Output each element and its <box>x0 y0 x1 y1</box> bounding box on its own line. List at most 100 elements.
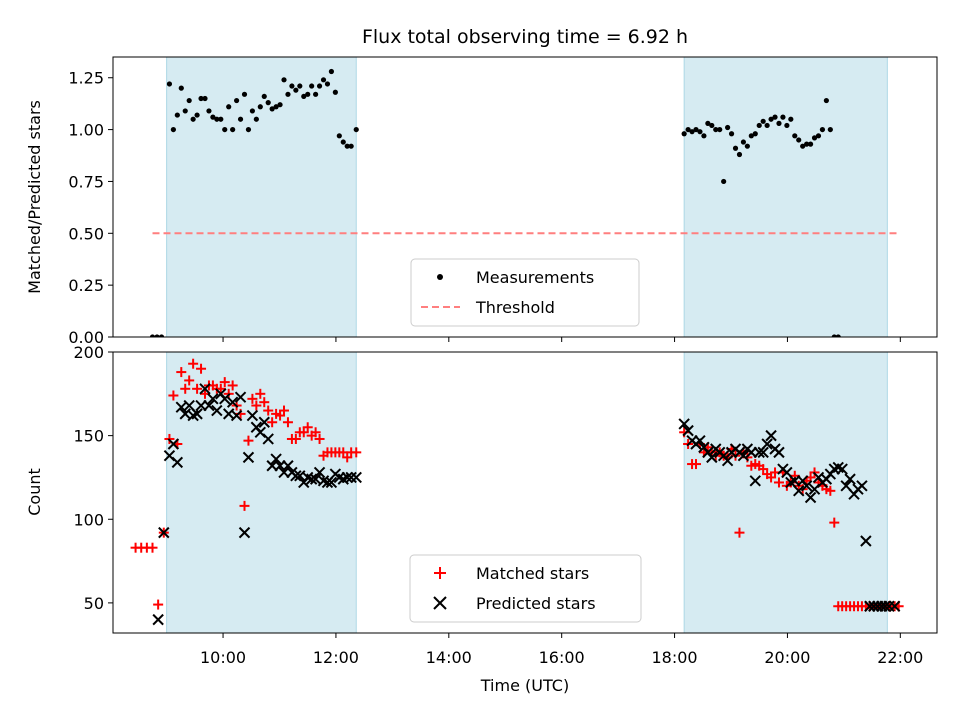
matched-point <box>314 433 325 444</box>
predicted-point <box>804 491 817 504</box>
measurement-point <box>265 100 271 106</box>
predicted-point <box>152 613 164 626</box>
measurement-point <box>804 141 810 147</box>
measurement-point <box>752 131 758 137</box>
top-y-axis-label: Matched/Predicted stars <box>25 100 44 294</box>
predicted-point <box>757 446 769 459</box>
x-tick-label: 16:00 <box>539 648 585 667</box>
predicted-point <box>737 449 750 462</box>
legend-measurements-label: Measurements <box>476 268 594 287</box>
predicted-point <box>270 453 282 465</box>
predicted-point <box>191 408 203 420</box>
predicted-point <box>258 416 270 428</box>
predicted-point <box>242 451 255 464</box>
measurement-point <box>827 126 833 133</box>
measurement-point <box>158 334 165 337</box>
matched-point <box>290 433 301 444</box>
predicted-point <box>219 393 231 405</box>
measurement-point <box>285 91 291 97</box>
bottom-y-axis-label: Count <box>25 468 44 516</box>
x-tick-label: 10:00 <box>200 648 246 667</box>
measurement-point <box>277 102 283 108</box>
measurement-point <box>249 108 256 114</box>
measurement-point <box>309 83 315 89</box>
measurement-point <box>717 126 723 133</box>
legend-top: Measurements Threshold <box>410 258 640 327</box>
matched-point <box>168 390 179 401</box>
top-y-tick-label: 1.00 <box>68 121 104 140</box>
matched-point <box>302 422 313 433</box>
measurement-point <box>149 334 156 337</box>
matched-point <box>351 447 362 458</box>
measurement-point <box>316 83 323 89</box>
bottom-y-tick-label: 150 <box>73 427 104 446</box>
measurement-point <box>241 91 248 97</box>
top-panel: 0.00 0.25 0.50 0.75 1.00 1.25 <box>68 56 938 347</box>
measurement-point <box>756 122 762 129</box>
predicted-point <box>246 409 259 422</box>
measurement-point <box>178 85 184 91</box>
x-tick-label: 22:00 <box>877 648 923 667</box>
top-y-tick-label: 0.75 <box>68 172 104 191</box>
measurement-point <box>234 97 240 104</box>
matched-point <box>259 397 270 408</box>
matched-point <box>176 367 187 378</box>
measurement-point <box>693 126 699 133</box>
predicted-point <box>282 460 294 472</box>
legend-matched-marker <box>434 567 446 579</box>
measurement-point <box>681 131 687 137</box>
measurement-point <box>230 126 236 133</box>
measurement-point <box>768 116 774 122</box>
legend-top-frame <box>410 258 640 327</box>
predicted-point <box>761 438 773 450</box>
measurement-point <box>245 126 252 133</box>
measurement-point <box>174 112 180 118</box>
measurement-point <box>324 81 331 87</box>
measurement-point <box>190 116 196 122</box>
matched-point <box>243 435 254 446</box>
top-y-tick-label: 0.50 <box>68 224 104 243</box>
predicted-point <box>313 466 326 479</box>
top-axes-frame <box>112 56 938 338</box>
predicted-point <box>860 535 872 547</box>
matched-point <box>691 459 702 470</box>
measurement-point <box>222 126 228 133</box>
measurement-point <box>293 87 299 93</box>
matched-point <box>263 405 274 416</box>
predicted-point <box>836 463 848 475</box>
measurement-point <box>328 68 335 75</box>
matched-point <box>310 427 321 438</box>
legend-predicted-label: Predicted stars <box>476 594 596 613</box>
matched-point <box>247 393 258 404</box>
x-axis-label: Time (UTC) <box>480 676 569 695</box>
measurement-point <box>697 129 703 135</box>
predicted-point <box>682 424 694 437</box>
predicted-point <box>721 455 734 467</box>
predicted-point <box>856 480 868 492</box>
top-y-tick-label: 1.25 <box>68 69 104 88</box>
predicted-point <box>749 475 761 487</box>
matched-point <box>219 377 230 388</box>
matched-point <box>192 383 203 394</box>
measurement-point <box>218 116 224 122</box>
measurement-point <box>253 116 259 122</box>
measurement-point <box>297 83 303 89</box>
predicted-point <box>226 396 239 408</box>
measurement-point <box>332 89 338 95</box>
measurement-point <box>305 91 311 97</box>
matched-point <box>298 427 309 438</box>
measurement-point <box>780 114 786 120</box>
predicted-point <box>793 485 805 497</box>
measurement-point <box>210 114 216 120</box>
predicted-point <box>230 409 243 422</box>
measurement-point <box>685 126 691 133</box>
measurement-point <box>807 141 814 147</box>
predicted-point <box>158 526 170 539</box>
predicted-point <box>678 418 690 430</box>
x-tick-label: 20:00 <box>764 648 810 667</box>
measurement-point <box>261 93 267 100</box>
measurement-point <box>202 95 208 102</box>
measurement-point <box>344 143 350 149</box>
bottom-axes-frame <box>112 351 938 634</box>
